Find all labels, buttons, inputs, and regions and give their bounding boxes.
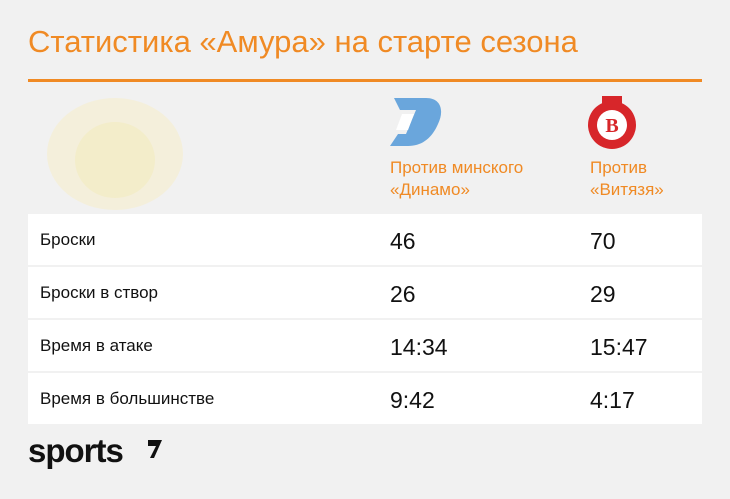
svg-text:B: B bbox=[605, 115, 618, 137]
cell-value: 26 bbox=[390, 281, 416, 307]
cell-value: 15:47 bbox=[590, 334, 648, 360]
row-label: Время в атаке bbox=[40, 336, 153, 355]
row-label: Броски bbox=[40, 230, 96, 249]
table: Броски 46 70 Броски в створ 26 29 Время в атак… bbox=[28, 214, 702, 426]
brand-mark bbox=[148, 440, 162, 458]
row-label: Броски в створ bbox=[40, 283, 159, 302]
cell-value: 14:34 bbox=[390, 334, 448, 360]
cell-value: 70 bbox=[590, 228, 616, 254]
vityaz-logo: B bbox=[588, 96, 636, 149]
cell-value: 29 bbox=[590, 281, 616, 307]
table-row: Время в атаке 14:34 15:47 bbox=[28, 320, 702, 371]
table-row: Время в большинстве 9:42 4:17 bbox=[28, 373, 702, 424]
cell-value: 4:17 bbox=[590, 387, 635, 413]
table-row: Броски в створ 26 29 bbox=[28, 267, 702, 318]
brand-logo: sports bbox=[28, 432, 124, 469]
cell-value: 9:42 bbox=[390, 387, 435, 413]
column-header: Против минского «Динамо» bbox=[390, 158, 524, 199]
table-row: Броски 46 70 bbox=[28, 214, 702, 265]
column-header: Против «Витязя» bbox=[590, 158, 664, 199]
title: Статистика «Амура» на старте сезона bbox=[28, 24, 578, 59]
title-rule bbox=[28, 79, 702, 82]
row-label: Время в большинстве bbox=[40, 389, 215, 408]
tiger-watermark bbox=[47, 98, 183, 210]
dinamo-logo bbox=[390, 98, 442, 146]
cell-value: 46 bbox=[390, 228, 416, 254]
